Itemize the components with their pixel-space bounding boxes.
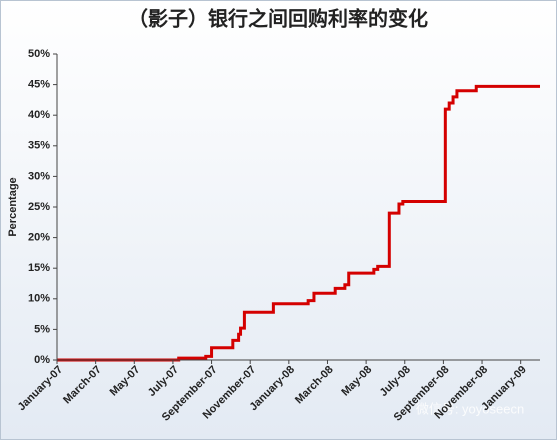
chart-title: （影子）银行之间回购利率的变化 [128,6,428,30]
y-tick-label: 15% [28,262,50,274]
y-tick-label: 35% [28,140,50,152]
y-tick-label: 20% [28,232,50,244]
y-tick-label: 0% [34,354,50,366]
y-tick-label: 45% [28,79,50,91]
line [57,84,540,362]
y-tick-label: 10% [28,293,50,305]
y-tick-label: 5% [34,323,50,335]
watermark: 微信号: yoyoseecn [416,401,524,416]
y-tick-label: 30% [28,170,50,182]
y-tick-label: 50% [28,48,50,60]
y-tick-label: 40% [28,109,50,121]
y-axis-label: Percentage [7,177,19,236]
y-tick-label: 25% [28,201,50,213]
